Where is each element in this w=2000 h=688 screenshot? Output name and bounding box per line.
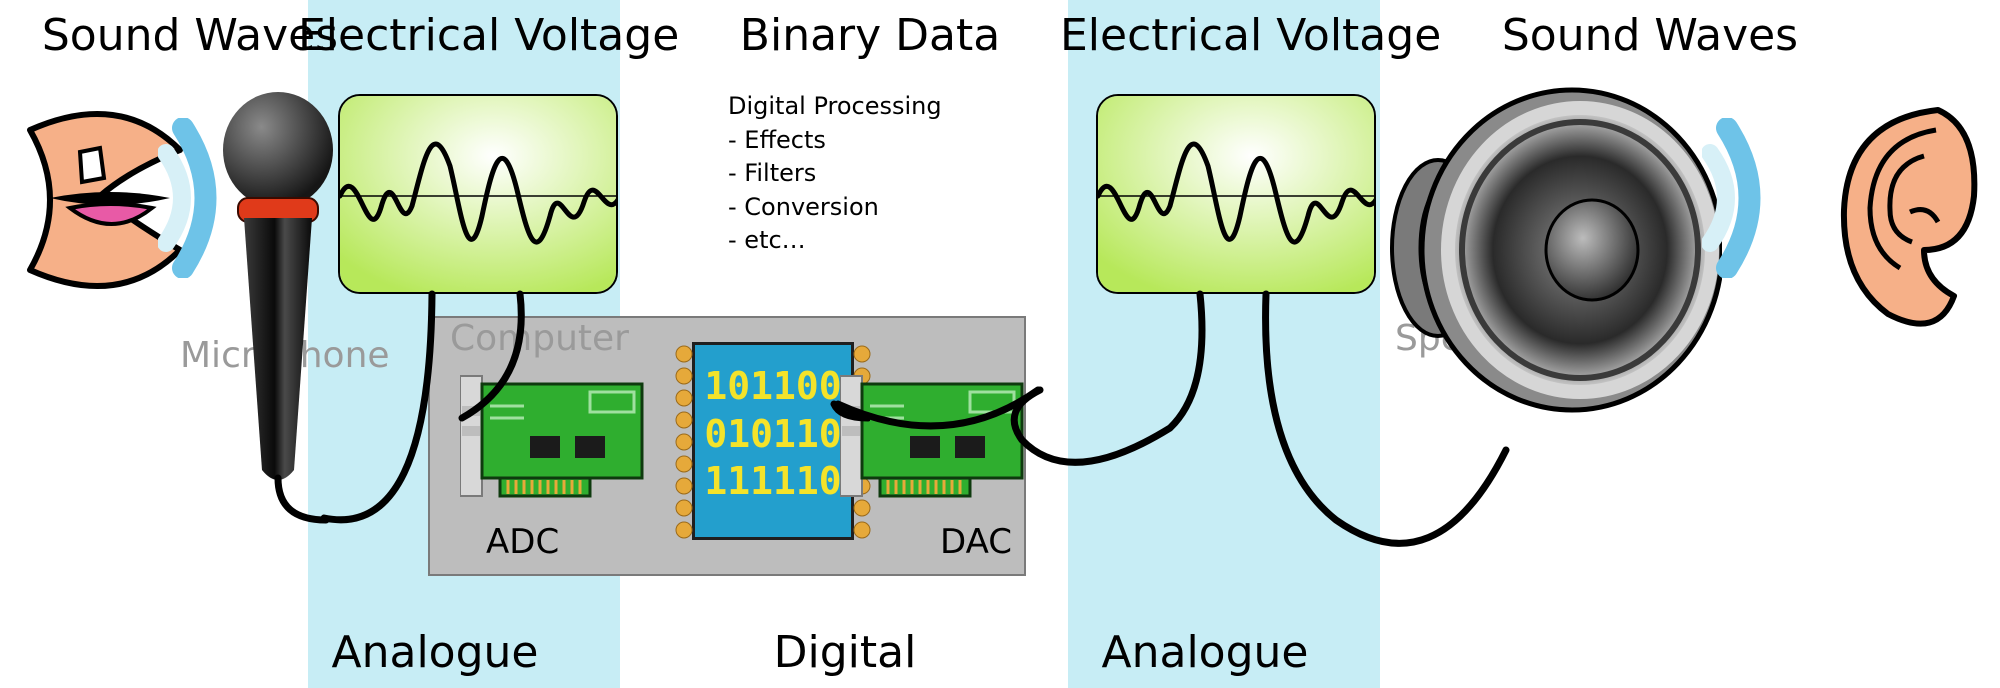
waveform-left [338, 94, 618, 294]
cable-wave-to-adc [440, 290, 560, 440]
ear-icon [1828, 100, 1988, 330]
cable-dac-join [828, 384, 1048, 464]
header-electrical-voltage-left: Electrical Voltage [298, 10, 678, 61]
bottom-analogue-right: Analogue [1080, 627, 1330, 678]
dac-label: DAC [940, 522, 1012, 562]
header-sound-waves-right: Sound Waves [1500, 10, 1800, 61]
header-electrical-voltage-right: Electrical Voltage [1060, 10, 1440, 61]
header-binary-data: Binary Data [720, 10, 1020, 61]
processing-item: - etc… [728, 224, 942, 258]
processing-title: Digital Processing [728, 90, 942, 124]
soundwave-arcs-right [1702, 118, 1792, 278]
bottom-digital: Digital [720, 627, 970, 678]
waveform-right [1096, 94, 1376, 294]
speaker-icon [1382, 80, 1722, 420]
header-sound-waves-left: Sound Waves [40, 10, 340, 61]
processing-list: Digital Processing - Effects - Filters -… [728, 90, 942, 258]
processing-item: - Conversion [728, 191, 942, 225]
processing-item: - Filters [728, 157, 942, 191]
bottom-analogue-left: Analogue [310, 627, 560, 678]
processing-item: - Effects [728, 124, 942, 158]
